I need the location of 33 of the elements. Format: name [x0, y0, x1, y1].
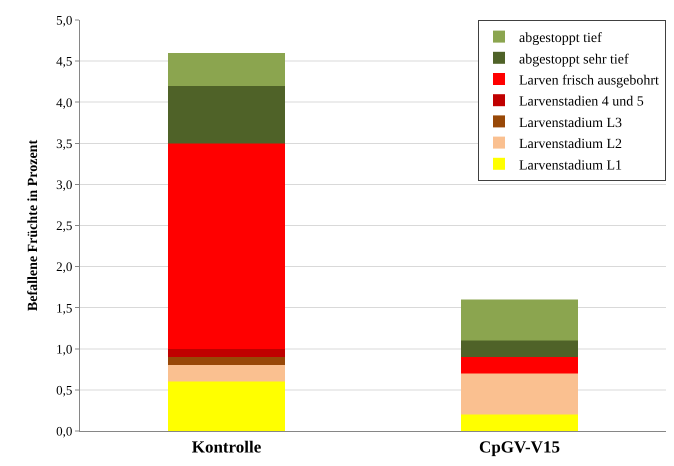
legend-label: abgestoppt tief: [519, 31, 602, 46]
bar: [168, 365, 286, 382]
legend-label: Larvenstadium L2: [519, 137, 622, 152]
x-tick-label: CpGV-V15: [479, 437, 560, 456]
bar: [460, 299, 578, 341]
legend-label: Larvenstadium L3: [519, 116, 622, 131]
bar: [168, 86, 286, 144]
y-tick-label: 2,5: [56, 218, 72, 234]
bar: [168, 143, 286, 349]
y-axis-title: Befallene Früchte in Prozent: [26, 140, 41, 312]
legend-label: Larvenstadium L1: [519, 158, 622, 174]
y-tick-label: 0,5: [56, 382, 72, 398]
y-tick-label: 1,5: [56, 300, 72, 316]
bar: [460, 357, 578, 374]
bar: [168, 52, 286, 86]
legend-label: Larven frisch ausgebohrt: [519, 73, 660, 88]
bar: [460, 373, 578, 415]
y-tick-label: 3,0: [56, 176, 72, 192]
y-tick-label: 1,0: [56, 341, 72, 356]
y-tick-label: 2,0: [56, 259, 72, 274]
legend-label: abgestoppt sehr tief: [519, 52, 629, 68]
y-tick-label: 3,5: [56, 136, 72, 151]
bar: [460, 340, 578, 358]
x-tick-label: Kontrolle: [192, 437, 262, 456]
y-tick-label: 4,5: [56, 54, 72, 69]
y-tick-label: 5,0: [56, 12, 72, 28]
legend-label: Larvenstadien 4 und 5: [519, 94, 644, 110]
bar: [168, 348, 286, 358]
bar: [168, 382, 286, 431]
bar: [460, 414, 578, 431]
bar: [168, 357, 286, 366]
y-tick-label: 0,0: [56, 424, 72, 439]
y-tick-label: 4,0: [56, 94, 72, 110]
